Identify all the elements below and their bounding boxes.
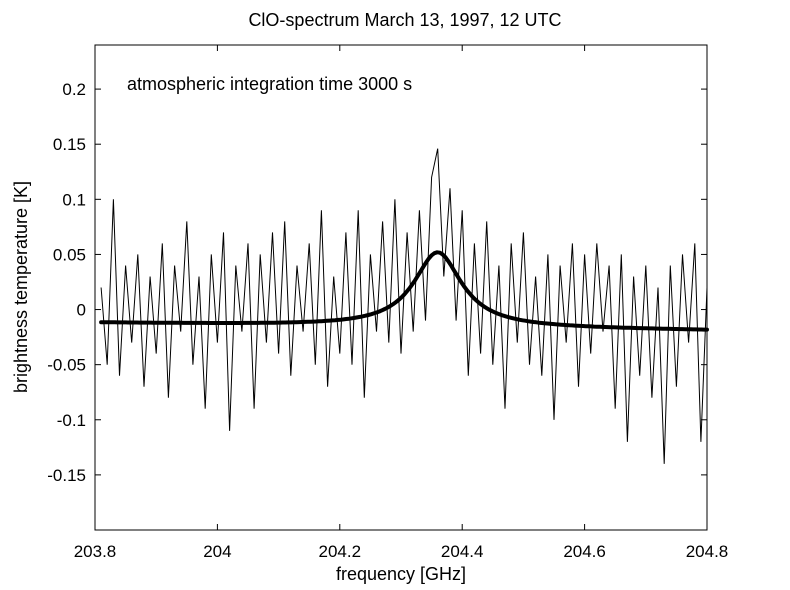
y-tick-label: 0 [77, 301, 86, 320]
x-axis-ticks: 203.8 204 204.2 204.4 204.6 204.8 [74, 45, 729, 561]
x-tick-label: 204.4 [441, 542, 484, 561]
y-tick-label: -0.05 [47, 356, 86, 375]
x-tick-label: 204.6 [563, 542, 606, 561]
y-tick-label: -0.1 [57, 411, 86, 430]
x-tick-label: 204 [203, 542, 231, 561]
fitted-line-curve [99, 250, 709, 332]
measured-spectrum-line [100, 148, 708, 464]
y-tick-label: 0.1 [62, 190, 86, 209]
y-tick-label: 0.15 [53, 135, 86, 154]
x-tick-label: 204.2 [319, 542, 362, 561]
integration-time-annotation: atmospheric integration time 3000 s [127, 74, 412, 94]
y-tick-label: -0.15 [47, 466, 86, 485]
y-tick-label: 0.05 [53, 245, 86, 264]
plot-area [94, 44, 709, 531]
x-tick-label: 204.8 [686, 542, 729, 561]
chart-title: ClO-spectrum March 13, 1997, 12 UTC [248, 10, 561, 30]
x-tick-label: 203.8 [74, 542, 117, 561]
plot-frame [94, 44, 708, 531]
y-tick-label: 0.2 [62, 80, 86, 99]
y-axis-ticks: 0.2 0.15 0.1 0.05 0 -0.05 -0.1 -0.15 [47, 80, 707, 485]
x-axis-label: frequency [GHz] [336, 564, 466, 584]
y-axis-label: brightness temperature [K] [11, 181, 31, 393]
